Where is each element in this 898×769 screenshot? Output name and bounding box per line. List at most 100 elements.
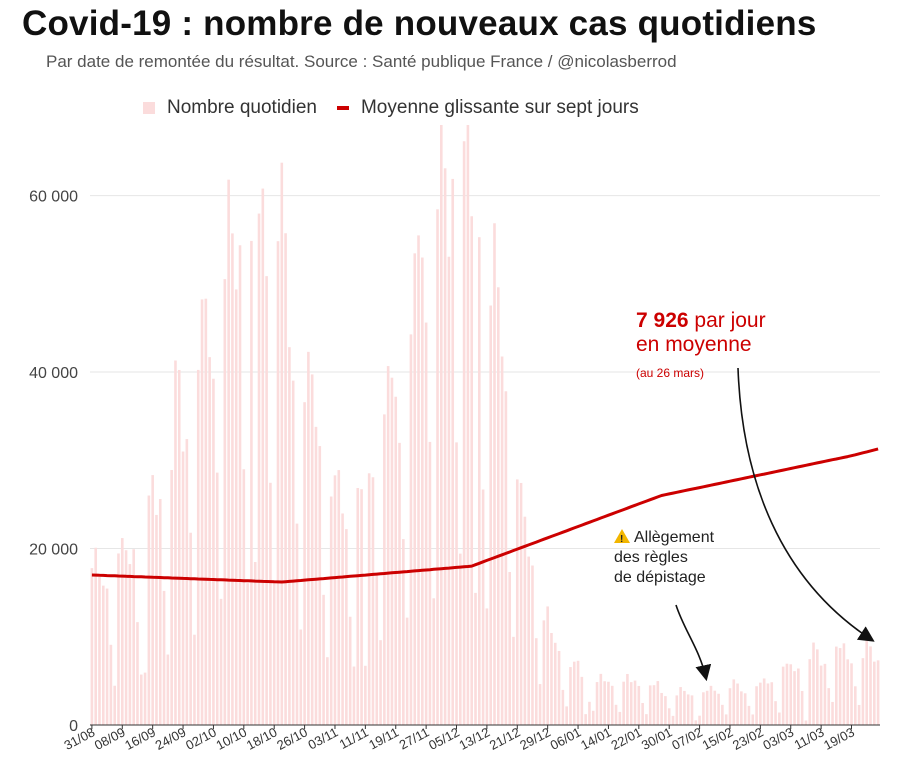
daily-bar: [455, 442, 458, 725]
daily-bar: [861, 658, 865, 725]
latest-average-arrow: [737, 367, 875, 642]
daily-bar: [816, 649, 819, 725]
daily-bar: [174, 360, 177, 725]
daily-bar: [478, 237, 481, 725]
daily-bar: [865, 631, 869, 725]
daily-bar: [489, 305, 492, 725]
daily-bar: [170, 469, 173, 725]
daily-bar: [326, 657, 329, 725]
daily-bar: [713, 690, 717, 725]
x-tick-label: 11/03: [792, 724, 827, 752]
daily-bar: [637, 685, 641, 725]
legend-bar-swatch: [143, 102, 155, 114]
daily-bar: [136, 622, 139, 725]
daily-bar: [553, 642, 557, 725]
daily-bar: [800, 690, 804, 725]
daily-bar: [876, 660, 880, 725]
legend: Nombre quotidien Moyenne glissante sur s…: [143, 97, 639, 119]
daily-bar: [618, 711, 622, 725]
daily-bar: [580, 676, 584, 725]
daily-bar: [318, 446, 322, 725]
daily-bar: [797, 668, 800, 725]
daily-bar: [90, 568, 94, 725]
daily-bar: [785, 663, 789, 725]
daily-bar: [413, 253, 417, 725]
daily-bar: [831, 701, 834, 725]
daily-bar: [432, 598, 436, 725]
daily-bar: [747, 705, 751, 725]
daily-bar: [538, 684, 542, 725]
daily-bar: [341, 513, 344, 725]
daily-bar: [781, 666, 785, 725]
daily-bar: [155, 514, 158, 725]
daily-bar: [208, 357, 211, 725]
daily-bar: [569, 667, 572, 725]
daily-bar: [147, 495, 151, 725]
daily-bar: [694, 720, 698, 725]
daily-bar: [367, 473, 371, 725]
daily-bar: [101, 585, 105, 725]
daily-bar: [466, 125, 470, 725]
daily-bar: [322, 594, 325, 725]
daily-bar: [151, 475, 154, 725]
daily-bar: [584, 714, 587, 725]
daily-bar: [857, 704, 861, 725]
daily-bar: [648, 685, 652, 725]
daily-bar: [827, 688, 831, 725]
daily-bar: [838, 648, 842, 725]
daily-bar: [177, 369, 181, 725]
daily-bar: [504, 391, 508, 725]
daily-bar: [512, 636, 515, 725]
latest-average-date: (au 26 mars): [636, 366, 705, 380]
y-tick-label: 40 000: [29, 365, 78, 382]
daily-bar: [212, 378, 215, 725]
daily-bar: [158, 499, 162, 725]
daily-bar: [109, 644, 113, 725]
daily-bar: [390, 377, 394, 725]
daily-bar: [645, 714, 648, 725]
daily-bar: [614, 704, 618, 725]
daily-bar: [428, 441, 432, 725]
daily-bar: [459, 553, 462, 725]
daily-bar: [572, 661, 576, 725]
y-tick-label: 20 000: [29, 542, 78, 559]
daily-bar: [200, 299, 204, 725]
daily-bar: [310, 374, 314, 725]
testing-rules-arrow: [675, 604, 712, 682]
daily-bar: [683, 690, 686, 725]
daily-bar: [348, 616, 352, 725]
latest-average-annotation: 7 926 par jour en moyenne: [636, 309, 766, 357]
daily-bar: [379, 640, 382, 725]
warning-icon: [614, 529, 630, 550]
daily-bar: [705, 690, 709, 725]
daily-bar: [709, 685, 713, 725]
daily-bar: [329, 496, 333, 725]
daily-bar: [113, 685, 116, 725]
x-tick-label: 11/11: [337, 724, 371, 752]
daily-bar: [124, 550, 128, 725]
daily-bar: [421, 257, 424, 725]
daily-bar: [94, 547, 97, 725]
daily-bar: [610, 685, 614, 725]
daily-bar: [375, 573, 379, 725]
daily-bar: [546, 606, 549, 725]
daily-bar: [519, 482, 523, 725]
daily-bar: [846, 659, 850, 725]
daily-bar: [641, 703, 644, 725]
daily-bar: [667, 708, 671, 725]
daily-bar: [698, 715, 701, 725]
daily-bar: [629, 682, 633, 725]
daily-bar: [690, 695, 694, 725]
latest-average-unit: par jour: [688, 309, 766, 332]
daily-bar: [869, 646, 872, 725]
daily-bar: [371, 477, 375, 725]
daily-bar: [793, 671, 796, 725]
daily-bar: [728, 688, 732, 725]
daily-bar: [443, 168, 447, 725]
daily-bar: [356, 487, 360, 725]
daily-bar: [531, 565, 534, 725]
daily-bar: [622, 681, 625, 725]
daily-bar: [576, 660, 580, 725]
daily-bar: [333, 475, 337, 725]
legend-line-label: Moyenne glissante sur sept jours: [360, 97, 639, 118]
